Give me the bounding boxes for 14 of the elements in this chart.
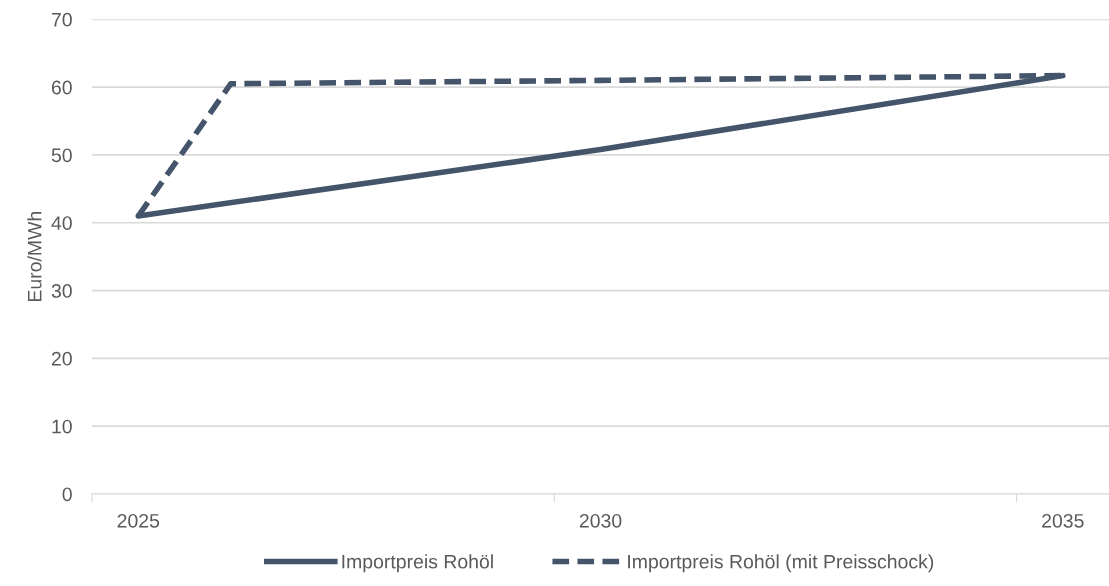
y-tick-label: 40 [51,216,72,230]
legend-label: Importpreis Rohöl [342,554,493,573]
y-tick-label: 30 [51,284,72,298]
y-tick-label: 10 [52,419,72,434]
y-tick-label: 50 [51,148,72,163]
y-tick-label: 70 [51,12,72,27]
y-tick-label: 60 [51,80,72,95]
y-tick-label: 0 [62,487,72,502]
y-axis-title: Euro/MWh [27,212,42,301]
x-tick-label: 2030 [579,513,622,528]
x-tick-label: 2035 [1042,513,1084,528]
y-tick-label: 20 [51,351,72,366]
x-tick-label: 2025 [117,513,160,528]
legend-label: Importpreis Rohöl (mit Preisschock) [628,554,934,573]
